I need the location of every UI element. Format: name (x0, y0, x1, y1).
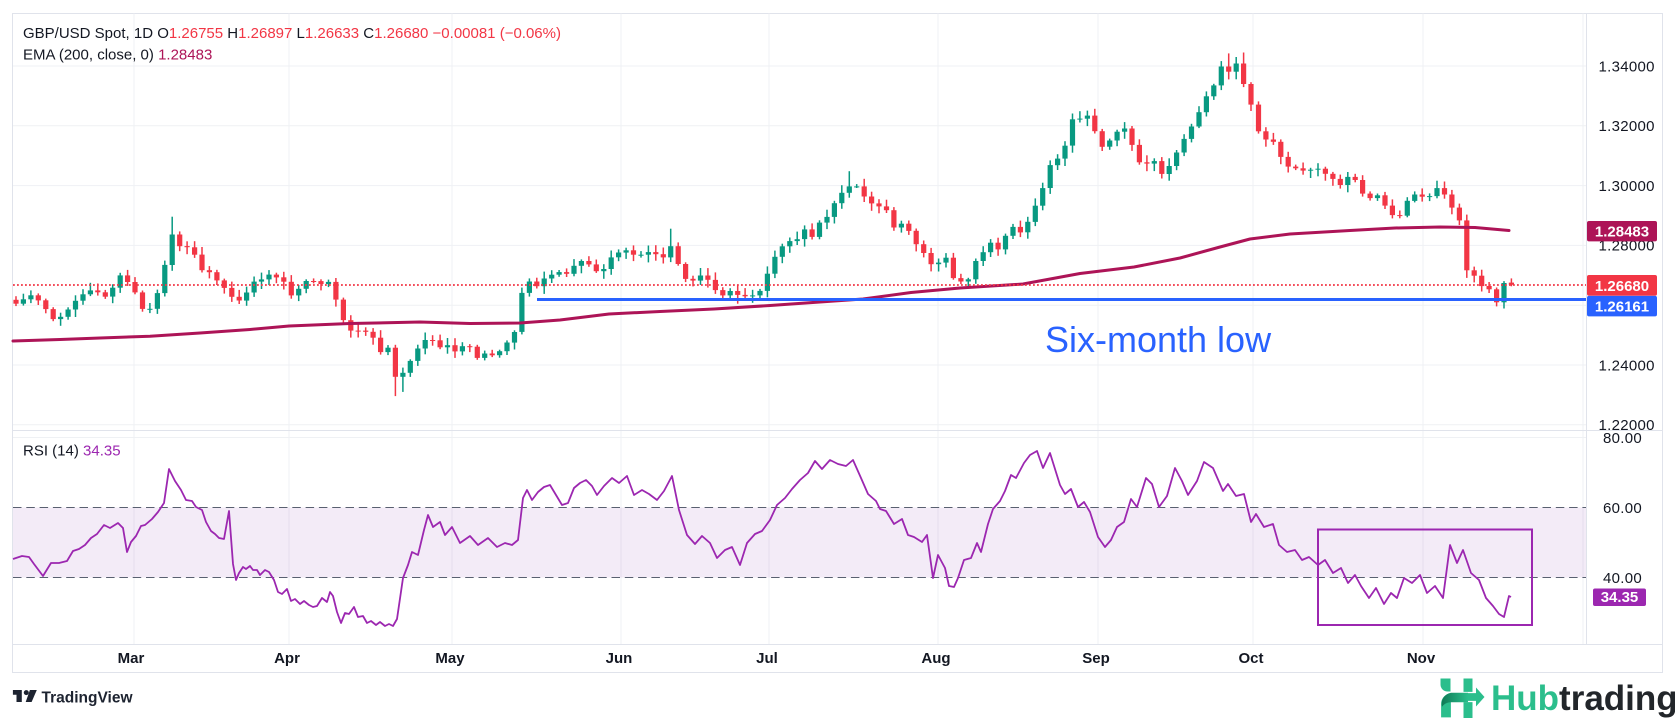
svg-text:60.00: 60.00 (1603, 500, 1642, 517)
svg-text:Nov: Nov (1407, 650, 1436, 667)
svg-text:Oct: Oct (1238, 650, 1263, 667)
svg-text:1.28483: 1.28483 (1595, 224, 1649, 241)
svg-text:1.26161: 1.26161 (1595, 299, 1649, 316)
svg-text:TradingView: TradingView (42, 690, 134, 707)
svg-text:1.26680: 1.26680 (1595, 278, 1649, 295)
svg-text:Mar: Mar (118, 650, 145, 667)
svg-text:40.00: 40.00 (1603, 570, 1642, 587)
svg-text:Apr: Apr (274, 650, 300, 667)
svg-text:80.00: 80.00 (1603, 430, 1642, 447)
svg-text:1.34000: 1.34000 (1599, 58, 1655, 75)
svg-text:1.32000: 1.32000 (1599, 118, 1655, 135)
svg-text:Jul: Jul (756, 650, 778, 667)
svg-text:1.30000: 1.30000 (1599, 178, 1655, 195)
svg-text:Jun: Jun (606, 650, 633, 667)
svg-text:GBP/USD Spot, 1D O1.26755 H1: GBP/USD Spot, 1D O1.26755 H1.26897 L1.26… (23, 25, 561, 42)
svg-text:Aug: Aug (921, 650, 950, 667)
svg-text:1.28000: 1.28000 (1599, 238, 1655, 255)
svg-text:Hubtrading: Hubtrading (1491, 679, 1675, 718)
svg-text:Sep: Sep (1082, 650, 1110, 667)
svg-text:1.22000: 1.22000 (1599, 417, 1655, 434)
svg-text:EMA (200, close, 0) 1.28483: EMA (200, close, 0) 1.28483 (23, 47, 212, 64)
svg-text:34.35: 34.35 (1601, 589, 1639, 606)
svg-text:Six-month low: Six-month low (1045, 319, 1272, 360)
svg-text:RSI (14) 34.35: RSI (14) 34.35 (23, 443, 121, 460)
svg-text:1.24000: 1.24000 (1599, 357, 1655, 374)
svg-text:May: May (435, 650, 465, 667)
